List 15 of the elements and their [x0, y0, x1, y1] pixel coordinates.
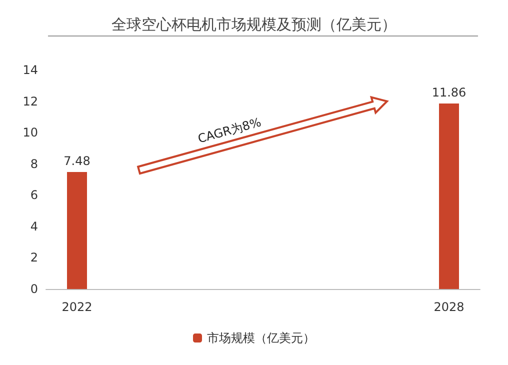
legend-label: 市场规模（亿美元）: [207, 331, 315, 345]
y-tick-label: 14: [22, 63, 38, 77]
y-tick-label: 12: [22, 94, 38, 108]
y-tick-label: 8: [30, 156, 38, 171]
x-tick-label: 2028: [434, 300, 464, 314]
x-tick-label: 2022: [62, 300, 92, 314]
y-tick-label: 6: [30, 188, 38, 202]
y-tick-label: 10: [22, 126, 38, 140]
chart-title: 全球空心杯电机市场规模及预测（亿美元）: [112, 16, 396, 34]
annotation: CAGR为8%: [196, 115, 263, 146]
data-label: 7.48: [64, 154, 90, 168]
data-label: 11.86: [432, 85, 466, 100]
y-tick-label: 4: [30, 219, 38, 234]
y-tick-label: 0: [30, 282, 38, 296]
y-tick-label: 2: [30, 250, 38, 265]
